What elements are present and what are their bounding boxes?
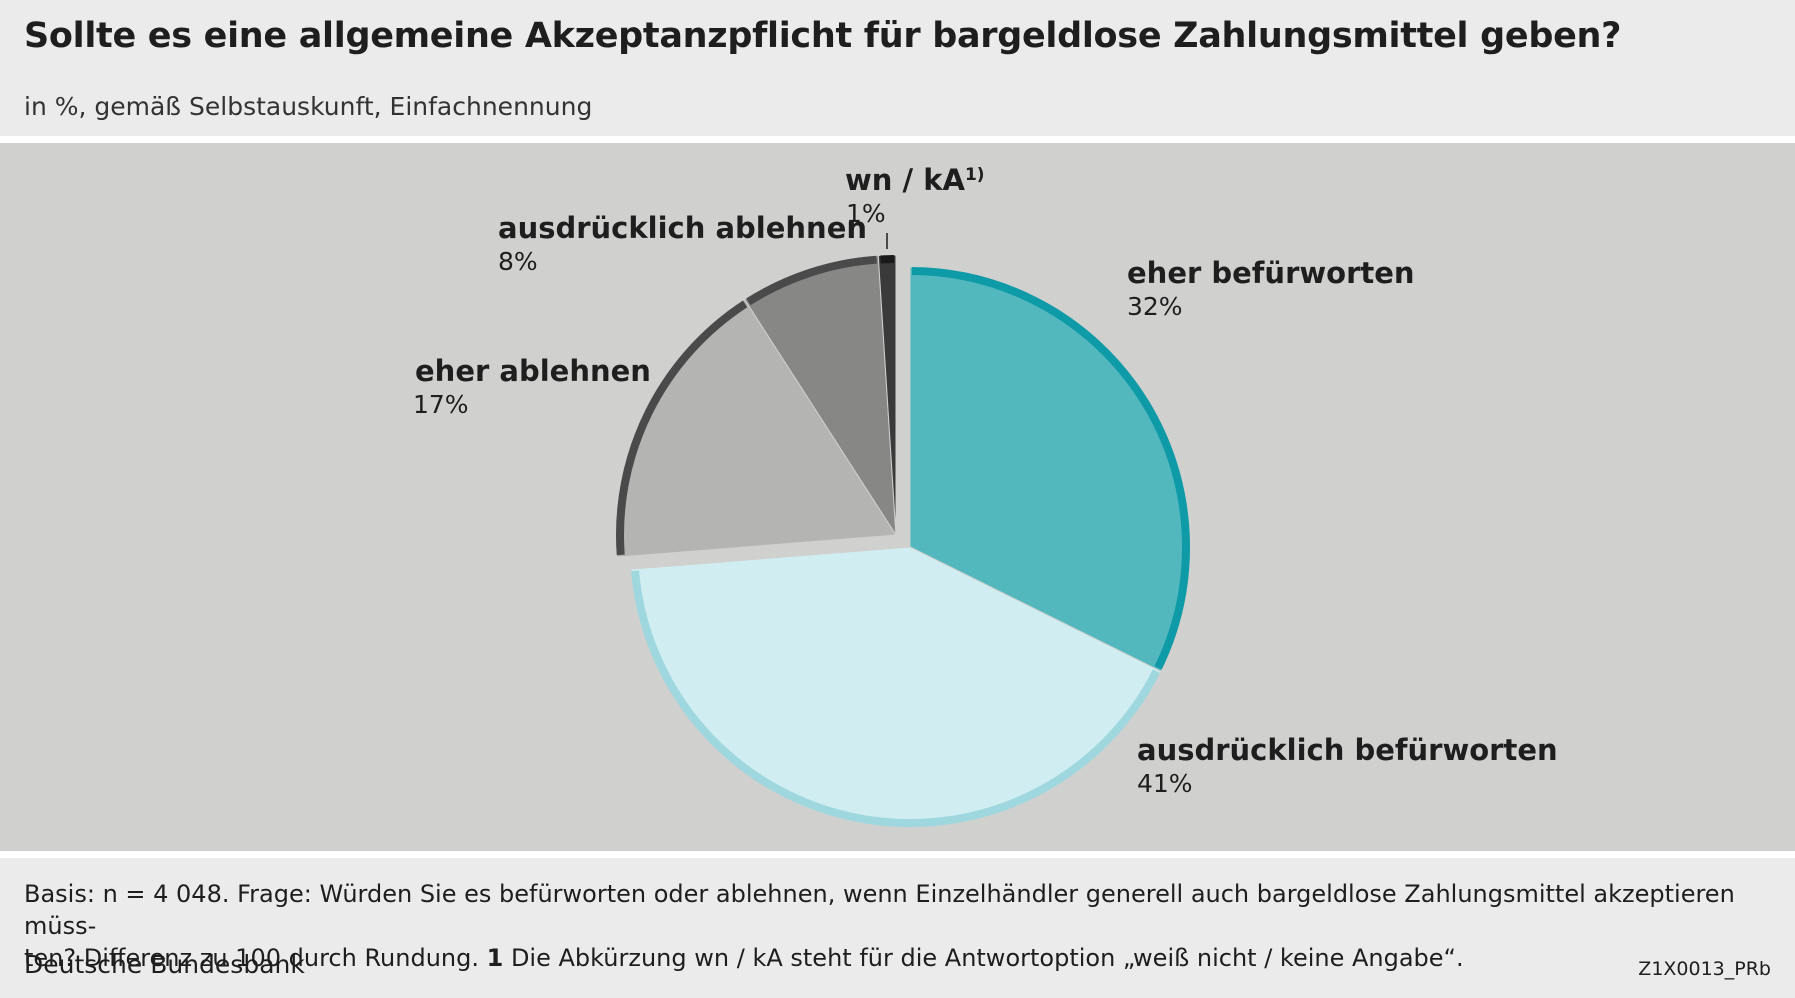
source-label: Deutsche Bundesbank bbox=[24, 950, 305, 979]
label-eher-befuerworten: eher befürworten bbox=[1127, 256, 1415, 290]
footnote-marker: 1 bbox=[486, 944, 504, 972]
label-wnka-sup: 1) bbox=[965, 165, 985, 185]
label-ausdruecklich-ablehnen: ausdrücklich ablehnen bbox=[498, 211, 867, 245]
label-ausdruecklich-befuerworten: ausdrücklich befürworten bbox=[1137, 733, 1558, 767]
chart-title: Sollte es eine allgemeine Akzeptanzpflic… bbox=[24, 16, 1622, 56]
divider-bottom bbox=[0, 851, 1795, 858]
pie-labels: eher befürworten 32% ausdrücklich befürw… bbox=[413, 163, 1558, 798]
label-wnka-text: wn / kA bbox=[845, 163, 966, 197]
slice-ausdruecklich-befuerworten-edge bbox=[631, 570, 1160, 827]
footnote: Basis: n = 4 048. Frage: Würden Sie es b… bbox=[24, 878, 1774, 974]
chart-footer: Basis: n = 4 048. Frage: Würden Sie es b… bbox=[0, 858, 1795, 998]
footnote-line1: Basis: n = 4 048. Frage: Würden Sie es b… bbox=[24, 880, 1735, 940]
divider-top bbox=[0, 136, 1795, 143]
value-ausdruecklich-befuerworten: 41% bbox=[1137, 769, 1193, 798]
pie-slices bbox=[615, 254, 1191, 828]
label-wnka: wn / kA1) bbox=[845, 163, 985, 197]
pie-chart: eher befürworten 32% ausdrücklich befürw… bbox=[413, 163, 1558, 828]
value-wnka: 1% bbox=[846, 199, 886, 228]
chart-header: Sollte es eine allgemeine Akzeptanzpflic… bbox=[0, 0, 1795, 136]
chart-area: eher befürworten 32% ausdrücklich befürw… bbox=[0, 143, 1795, 851]
slice-ausdruecklich-ablehnen-edge bbox=[746, 255, 877, 306]
value-ausdruecklich-ablehnen: 8% bbox=[498, 247, 538, 276]
footnote-line2b: Die Abkürzung wn / kA steht für die Antw… bbox=[503, 944, 1464, 972]
footnote-line2a: ten? Differenz zu 100 durch Rundung. bbox=[24, 944, 487, 972]
chart-subtitle: in %, gemäß Selbstauskunft, Einfachnennu… bbox=[24, 92, 593, 121]
value-eher-befuerworten: 32% bbox=[1127, 292, 1183, 321]
value-eher-ablehnen: 17% bbox=[413, 390, 469, 419]
slice-eher-ablehnen-edge bbox=[616, 300, 748, 556]
chart-code: Z1X0013_PRb bbox=[1638, 958, 1771, 980]
label-eher-ablehnen: eher ablehnen bbox=[415, 354, 651, 388]
slice-eher-befuerworten-edge bbox=[911, 267, 1190, 670]
